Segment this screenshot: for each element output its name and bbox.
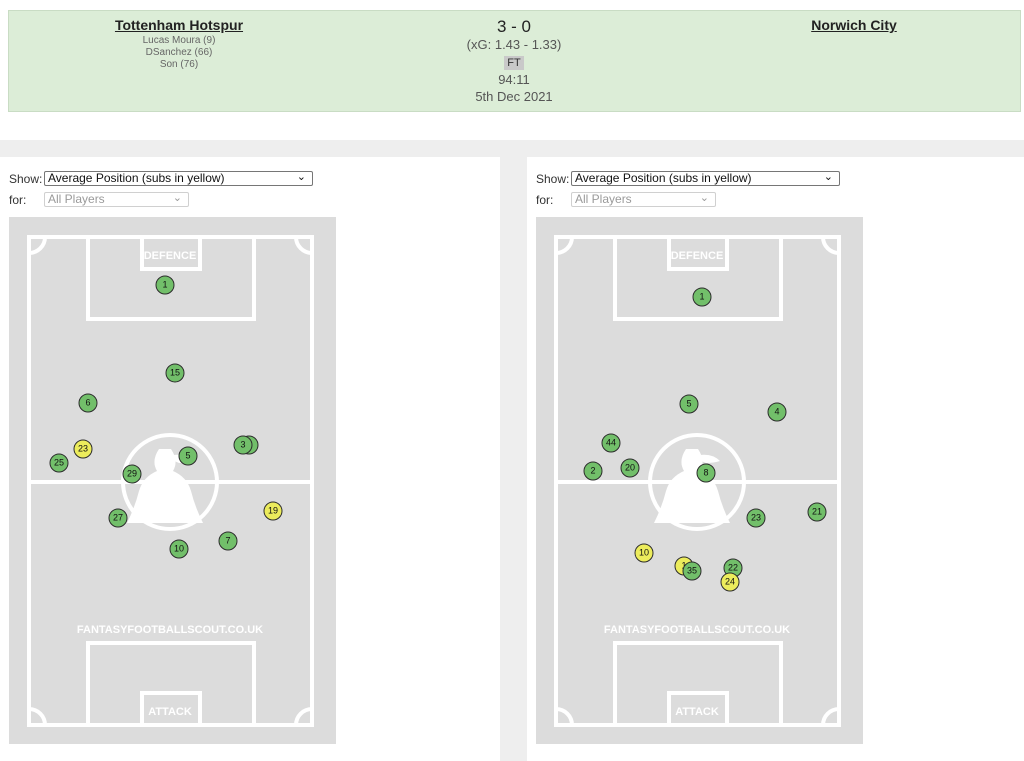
show-select[interactable]: Average Position (subs in yellow) ⌄ [571, 171, 840, 186]
panel-divider [500, 157, 527, 761]
player-marker[interactable]: 23 [73, 439, 93, 459]
home-team: Tottenham Hotspur Lucas Moura (9) DSanch… [79, 17, 279, 71]
player-marker[interactable]: 19 [263, 501, 283, 521]
player-marker[interactable]: 20 [620, 458, 640, 478]
home-scorers: Lucas Moura (9) DSanchez (66) Son (76) [79, 35, 279, 71]
show-select-value: Average Position (subs in yellow) [575, 171, 752, 185]
home-position-panel: Show: Average Position (subs in yellow) … [9, 157, 369, 761]
chevron-down-icon: ⌄ [823, 171, 833, 183]
player-marker[interactable]: 5 [679, 394, 699, 414]
player-marker[interactable]: 8 [696, 463, 716, 483]
pitch: DEFENCE ATTACK FANTASYFOOTBALLSCOUT.CO.U… [9, 217, 336, 744]
player-marker[interactable]: 10 [169, 539, 189, 559]
show-label: Show: [536, 172, 570, 186]
home-team-link[interactable]: Tottenham Hotspur [114, 17, 244, 33]
player-marker[interactable]: 10 [634, 543, 654, 563]
chevron-down-icon: ⌄ [172, 192, 182, 204]
chevron-down-icon: ⌄ [296, 171, 306, 183]
for-row: for: [9, 193, 44, 207]
player-marker[interactable]: 15 [165, 363, 185, 383]
status-badge: FT [504, 56, 524, 70]
attack-label: ATTACK [148, 706, 192, 718]
for-select-value: All Players [48, 192, 105, 206]
pitch-graphic: DEFENCE ATTACK FANTASYFOOTBALLSCOUT.CO.U… [9, 217, 336, 744]
watermark: FANTASYFOOTBALLSCOUT.CO.UK [77, 624, 263, 636]
for-select[interactable]: All Players ⌄ [571, 192, 716, 207]
section-divider [0, 140, 1024, 157]
player-marker[interactable]: 23 [746, 508, 766, 528]
pitch: DEFENCE ATTACK FANTASYFOOTBALLSCOUT.CO.U… [536, 217, 863, 744]
player-marker[interactable]: 1 [155, 275, 175, 295]
for-label: for: [9, 193, 27, 207]
player-marker[interactable]: 1 [692, 287, 712, 307]
score: 3 - 0 [496, 17, 532, 36]
scorer: Lucas Moura (9) [142, 35, 216, 46]
player-marker[interactable]: 35 [682, 561, 702, 581]
expected-goals: (xG: 1.43 - 1.33) [466, 37, 562, 52]
player-marker[interactable]: 7 [218, 531, 238, 551]
player-marker[interactable]: 44 [601, 433, 621, 453]
player-marker[interactable]: 5 [178, 446, 198, 466]
match-summary: 3 - 0 (xG: 1.43 - 1.33) FT 94:11 5th Dec… [399, 17, 629, 105]
chevron-down-icon: ⌄ [699, 192, 709, 204]
player-marker[interactable]: 25 [49, 453, 69, 473]
for-select[interactable]: All Players ⌄ [44, 192, 189, 207]
show-label: Show: [9, 172, 43, 186]
player-marker[interactable]: 3 [233, 435, 253, 455]
player-marker[interactable]: 21 [807, 502, 827, 522]
scorer: DSanchez (66) [145, 47, 213, 58]
player-marker[interactable]: 29 [122, 464, 142, 484]
watermark: FANTASYFOOTBALLSCOUT.CO.UK [604, 624, 790, 636]
show-select[interactable]: Average Position (subs in yellow) ⌄ [44, 171, 313, 186]
defence-label: DEFENCE [144, 250, 197, 262]
for-row: for: [536, 193, 571, 207]
player-marker[interactable]: 6 [78, 393, 98, 413]
match-clock: 94:11 [498, 72, 530, 87]
show-row: Show: [9, 172, 44, 186]
defence-label: DEFENCE [671, 250, 724, 262]
show-select-value: Average Position (subs in yellow) [48, 171, 225, 185]
player-marker[interactable]: 24 [720, 572, 740, 592]
for-label: for: [536, 193, 554, 207]
player-marker[interactable]: 4 [767, 402, 787, 422]
away-team-link[interactable]: Norwich City [811, 17, 897, 33]
scorer: Son (76) [159, 59, 199, 70]
away-position-panel: Show: Average Position (subs in yellow) … [536, 157, 896, 761]
away-team: Norwich City [754, 17, 954, 33]
for-select-value: All Players [575, 192, 632, 206]
match-date: 5th Dec 2021 [475, 89, 553, 104]
match-header: Tottenham Hotspur Lucas Moura (9) DSanch… [8, 10, 1021, 112]
attack-label: ATTACK [675, 706, 719, 718]
show-row: Show: [536, 172, 571, 186]
player-marker[interactable]: 27 [108, 508, 128, 528]
player-marker[interactable]: 2 [583, 461, 603, 481]
